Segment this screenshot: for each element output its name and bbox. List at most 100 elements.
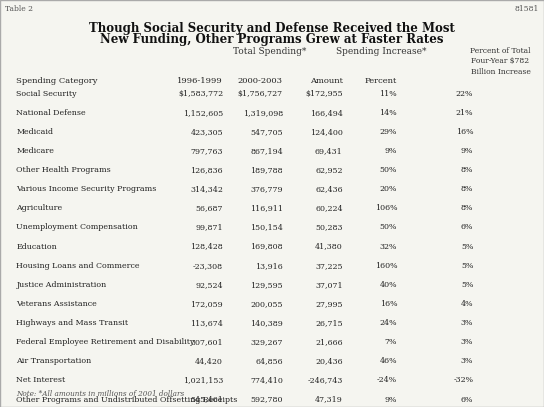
Text: 867,194: 867,194 <box>250 147 283 155</box>
Text: -32%: -32% <box>453 376 473 385</box>
Text: 200,055: 200,055 <box>250 300 283 308</box>
Text: 47,319: 47,319 <box>315 396 343 404</box>
Text: 50,283: 50,283 <box>315 223 343 232</box>
Text: 113,674: 113,674 <box>190 319 223 327</box>
Text: 37,225: 37,225 <box>315 262 343 270</box>
Text: Net Interest: Net Interest <box>16 376 66 385</box>
Text: Note: *All amounts in millions of 2001 dollars: Note: *All amounts in millions of 2001 d… <box>16 390 184 398</box>
Text: 592,780: 592,780 <box>250 396 283 404</box>
Text: 423,305: 423,305 <box>190 128 223 136</box>
Text: 44,420: 44,420 <box>195 357 223 365</box>
Text: Spending Increase*: Spending Increase* <box>336 47 426 56</box>
Text: 8%: 8% <box>461 204 473 212</box>
Text: 21%: 21% <box>456 109 473 117</box>
Text: 376,779: 376,779 <box>250 185 283 193</box>
Text: 92,524: 92,524 <box>195 281 223 289</box>
Text: Spending Category: Spending Category <box>16 77 98 85</box>
Text: 46%: 46% <box>380 357 397 365</box>
Text: 26,715: 26,715 <box>315 319 343 327</box>
Text: 774,410: 774,410 <box>250 376 283 385</box>
Text: 307,601: 307,601 <box>190 338 223 346</box>
Text: 1996-1999: 1996-1999 <box>177 77 223 85</box>
Text: Medicare: Medicare <box>16 147 54 155</box>
Text: 5%: 5% <box>461 262 473 270</box>
Text: Percent: Percent <box>364 77 397 85</box>
Text: 24%: 24% <box>380 319 397 327</box>
Text: 150,154: 150,154 <box>250 223 283 232</box>
Text: 116,911: 116,911 <box>250 204 283 212</box>
Text: 13,916: 13,916 <box>255 262 283 270</box>
Text: 69,431: 69,431 <box>315 147 343 155</box>
Text: Total Spending*: Total Spending* <box>233 47 306 56</box>
Text: 62,952: 62,952 <box>315 166 343 174</box>
Text: 16%: 16% <box>456 128 473 136</box>
Text: 62,436: 62,436 <box>315 185 343 193</box>
Text: 5%: 5% <box>461 281 473 289</box>
Text: 124,400: 124,400 <box>310 128 343 136</box>
Text: Federal Employee Retirement and Disability: Federal Employee Retirement and Disabili… <box>16 338 195 346</box>
Text: 11%: 11% <box>380 90 397 98</box>
Text: 9%: 9% <box>385 396 397 404</box>
Text: 16%: 16% <box>380 300 397 308</box>
Text: 8%: 8% <box>461 185 473 193</box>
Text: 128,428: 128,428 <box>190 243 223 251</box>
Text: Medicaid: Medicaid <box>16 128 53 136</box>
Text: 21,666: 21,666 <box>315 338 343 346</box>
Text: 3%: 3% <box>461 357 473 365</box>
Text: Highways and Mass Transit: Highways and Mass Transit <box>16 319 128 327</box>
Text: Agriculture: Agriculture <box>16 204 63 212</box>
Text: 166,494: 166,494 <box>310 109 343 117</box>
Text: Percent of Total
Four-Year $782
Billion Increase: Percent of Total Four-Year $782 Billion … <box>470 47 531 76</box>
Text: Other Health Programs: Other Health Programs <box>16 166 111 174</box>
Text: 37,071: 37,071 <box>315 281 343 289</box>
Text: Amount: Amount <box>310 77 343 85</box>
Text: Table 2: Table 2 <box>5 5 33 13</box>
Text: 50%: 50% <box>380 223 397 232</box>
Text: 50%: 50% <box>380 166 397 174</box>
Text: Air Transportation: Air Transportation <box>16 357 91 365</box>
Text: 64,856: 64,856 <box>255 357 283 365</box>
Text: 27,995: 27,995 <box>315 300 343 308</box>
Text: -24%: -24% <box>377 376 397 385</box>
Text: 29%: 29% <box>380 128 397 136</box>
Text: 40%: 40% <box>380 281 397 289</box>
Text: -246,743: -246,743 <box>307 376 343 385</box>
Text: Education: Education <box>16 243 57 251</box>
Text: 314,342: 314,342 <box>190 185 223 193</box>
Text: 169,808: 169,808 <box>250 243 283 251</box>
Text: 99,871: 99,871 <box>195 223 223 232</box>
Text: 9%: 9% <box>385 147 397 155</box>
Text: 126,836: 126,836 <box>190 166 223 174</box>
Text: 9%: 9% <box>461 147 473 155</box>
Text: 5%: 5% <box>461 243 473 251</box>
Text: 160%: 160% <box>375 262 397 270</box>
Text: 22%: 22% <box>456 90 473 98</box>
Text: $1,583,772: $1,583,772 <box>178 90 223 98</box>
Text: 1,021,153: 1,021,153 <box>183 376 223 385</box>
Text: Various Income Security Programs: Various Income Security Programs <box>16 185 157 193</box>
Text: 20%: 20% <box>380 185 397 193</box>
Text: 56,687: 56,687 <box>195 204 223 212</box>
Text: Veterans Assistance: Veterans Assistance <box>16 300 97 308</box>
Text: 797,763: 797,763 <box>190 147 223 155</box>
Text: 1,319,098: 1,319,098 <box>243 109 283 117</box>
Text: 189,788: 189,788 <box>250 166 283 174</box>
Text: 106%: 106% <box>375 204 397 212</box>
Text: 172,059: 172,059 <box>190 300 223 308</box>
Text: 4%: 4% <box>461 300 473 308</box>
Text: 545,461: 545,461 <box>190 396 223 404</box>
Text: 547,705: 547,705 <box>250 128 283 136</box>
Text: 6%: 6% <box>461 223 473 232</box>
Text: -23,308: -23,308 <box>193 262 223 270</box>
Text: 20,436: 20,436 <box>315 357 343 365</box>
Text: Justice Administration: Justice Administration <box>16 281 107 289</box>
Text: National Defense: National Defense <box>16 109 86 117</box>
Text: 129,595: 129,595 <box>250 281 283 289</box>
Text: 14%: 14% <box>380 109 397 117</box>
Text: $1,756,727: $1,756,727 <box>238 90 283 98</box>
Text: 6%: 6% <box>461 396 473 404</box>
Text: New Funding, Other Programs Grew at Faster Rates: New Funding, Other Programs Grew at Fast… <box>100 33 444 46</box>
Text: Social Security: Social Security <box>16 90 77 98</box>
Text: 8%: 8% <box>461 166 473 174</box>
Text: 3%: 3% <box>461 338 473 346</box>
